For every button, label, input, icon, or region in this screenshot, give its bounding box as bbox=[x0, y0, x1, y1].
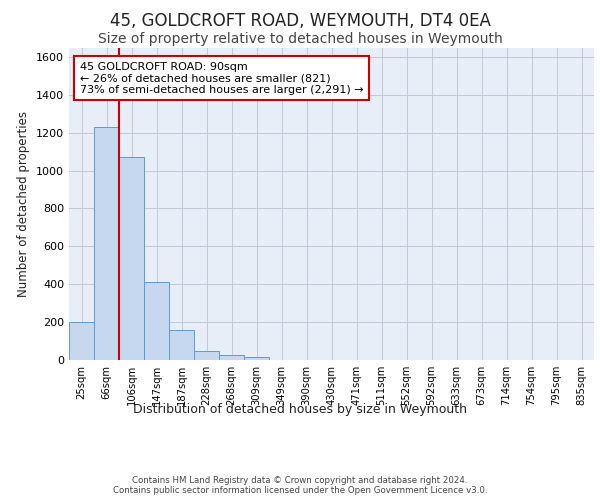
Text: Distribution of detached houses by size in Weymouth: Distribution of detached houses by size … bbox=[133, 402, 467, 415]
Bar bbox=[119, 158, 144, 360]
Bar bbox=[219, 356, 244, 360]
Bar bbox=[144, 282, 169, 360]
Text: Contains public sector information licensed under the Open Government Licence v3: Contains public sector information licen… bbox=[113, 486, 487, 495]
Text: Contains HM Land Registry data © Crown copyright and database right 2024.: Contains HM Land Registry data © Crown c… bbox=[132, 476, 468, 485]
Y-axis label: Number of detached properties: Number of detached properties bbox=[17, 111, 31, 296]
Bar bbox=[194, 350, 219, 360]
Bar bbox=[94, 127, 119, 360]
Text: Size of property relative to detached houses in Weymouth: Size of property relative to detached ho… bbox=[98, 32, 502, 46]
Text: 45, GOLDCROFT ROAD, WEYMOUTH, DT4 0EA: 45, GOLDCROFT ROAD, WEYMOUTH, DT4 0EA bbox=[110, 12, 490, 30]
Bar bbox=[69, 322, 94, 360]
Bar bbox=[169, 330, 194, 360]
Text: 45 GOLDCROFT ROAD: 90sqm
← 26% of detached houses are smaller (821)
73% of semi-: 45 GOLDCROFT ROAD: 90sqm ← 26% of detach… bbox=[79, 62, 363, 95]
Bar bbox=[244, 357, 269, 360]
